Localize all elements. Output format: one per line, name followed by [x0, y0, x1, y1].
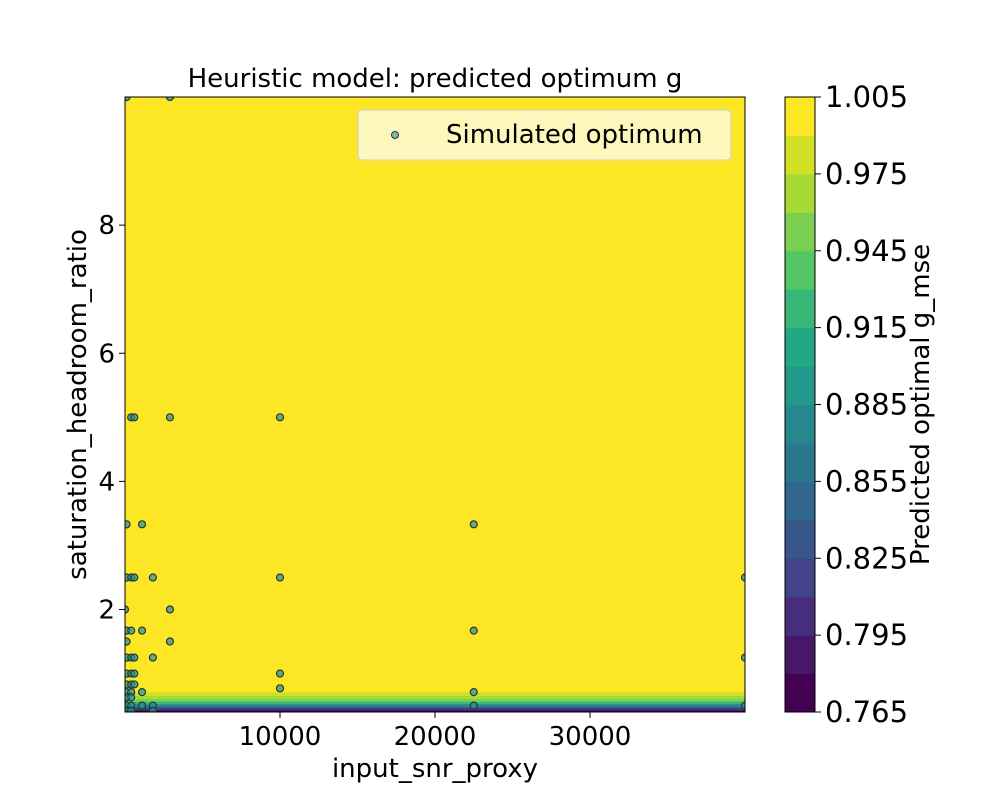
scatter-point [125, 97, 131, 102]
colorbar-tick-label: 0.975 [825, 157, 908, 191]
y-tick-label: 8 [98, 211, 115, 241]
scatter-point [137, 688, 147, 697]
scatter-point [130, 573, 139, 582]
scatter-layer [125, 97, 745, 712]
scatter-point [137, 701, 147, 710]
heatmap-band [125, 691, 745, 696]
scatter-point [148, 573, 157, 582]
heatmap-band [125, 708, 745, 711]
scatter-point [275, 684, 285, 693]
scatter-point [148, 653, 157, 662]
colorbar-tick-label: 0.885 [825, 388, 908, 422]
colorbar-segment [785, 250, 815, 290]
legend-box [357, 109, 732, 161]
colorbar-tick-label: 0.945 [825, 234, 908, 268]
heatmap-band [125, 703, 745, 707]
scatter-point [275, 573, 285, 582]
scatter-point [165, 413, 175, 422]
colorbar-segment [785, 173, 815, 213]
colorbar-tick-label: 0.795 [825, 618, 908, 652]
scatter-point [127, 626, 136, 635]
scatter-point [130, 413, 139, 422]
scatter-point [469, 520, 478, 529]
heatmap-band [125, 97, 745, 693]
scatter-point [125, 520, 131, 529]
colorbar-segment [785, 212, 815, 252]
y-tick-label: 6 [98, 339, 115, 369]
scatter-point [130, 680, 139, 689]
scatter-point [165, 97, 175, 102]
colorbar-segment [785, 97, 815, 136]
y-axis-ticks: 2 4 6 8 [98, 211, 125, 626]
x-tick-label: 20000 [394, 722, 477, 752]
y-tick-label: 4 [98, 467, 115, 497]
heatmap-band [125, 695, 745, 700]
x-axis-label: input_snr_proxy [332, 754, 538, 784]
chart-title: Heuristic model: predicted optimum g [188, 64, 683, 94]
colorbar-segment [785, 404, 815, 444]
colorbar-segment [785, 519, 815, 559]
colorbar-ticks: 0.765 0.795 0.825 0.855 0.885 0.915 0.945 0.975… [815, 80, 908, 729]
scatter-point [127, 693, 136, 702]
colorbar-segment [785, 327, 815, 367]
colorbar-tick-label: 1.005 [825, 80, 908, 114]
scatter-point [165, 637, 175, 646]
colorbar-segment [785, 135, 815, 175]
plot-area [125, 97, 745, 712]
scatter-point [275, 669, 285, 678]
x-tick-label: 10000 [239, 722, 322, 752]
colorbar-segment [785, 481, 815, 521]
colorbar-segment [785, 596, 815, 636]
y-axis-label: saturation_headroom_ratio [63, 229, 93, 580]
colorbar-label: Predicted optimal g_mse [906, 244, 936, 565]
y-tick-label: 2 [98, 596, 115, 626]
scatter-point [137, 520, 147, 529]
colorbar-segment [785, 673, 815, 713]
x-axis-ticks: 10000 20000 30000 [239, 712, 632, 752]
scatter-point [127, 706, 136, 712]
legend: Simulated optimum [357, 109, 732, 161]
scatter-point [469, 626, 478, 635]
scatter-point [125, 637, 131, 646]
scatter-point [740, 701, 745, 710]
colorbar-segment [785, 635, 815, 675]
scatter-point [130, 653, 139, 662]
heatmap-band [125, 710, 745, 712]
scatter-point [125, 605, 130, 614]
scatter-point [137, 626, 147, 635]
colorbar-tick-label: 0.855 [825, 464, 908, 498]
colorbar-segment [785, 366, 815, 405]
scatter-point [740, 653, 745, 662]
legend-marker [391, 131, 399, 139]
heatmap-layer [125, 97, 745, 712]
x-tick-label: 30000 [549, 722, 632, 752]
colorbar-tick-label: 0.825 [825, 541, 908, 575]
scatter-point [740, 573, 745, 582]
scatter-point [469, 701, 478, 710]
colorbar-tick-label: 0.765 [825, 695, 908, 729]
scatter-point [275, 413, 285, 422]
scatter-point [130, 669, 139, 678]
scatter-point [469, 688, 478, 697]
colorbar-tick-label: 0.915 [825, 311, 908, 345]
colorbar-segment [785, 289, 815, 329]
colorbar [785, 97, 815, 713]
heatmap-band [125, 698, 745, 702]
colorbar-segment [785, 558, 815, 598]
heatmap-band [125, 706, 745, 709]
heatmap-band [125, 701, 745, 705]
legend-label: Simulated optimum [446, 120, 703, 150]
scatter-point [148, 706, 157, 712]
scatter-point [165, 605, 175, 614]
colorbar-segment [785, 442, 815, 482]
